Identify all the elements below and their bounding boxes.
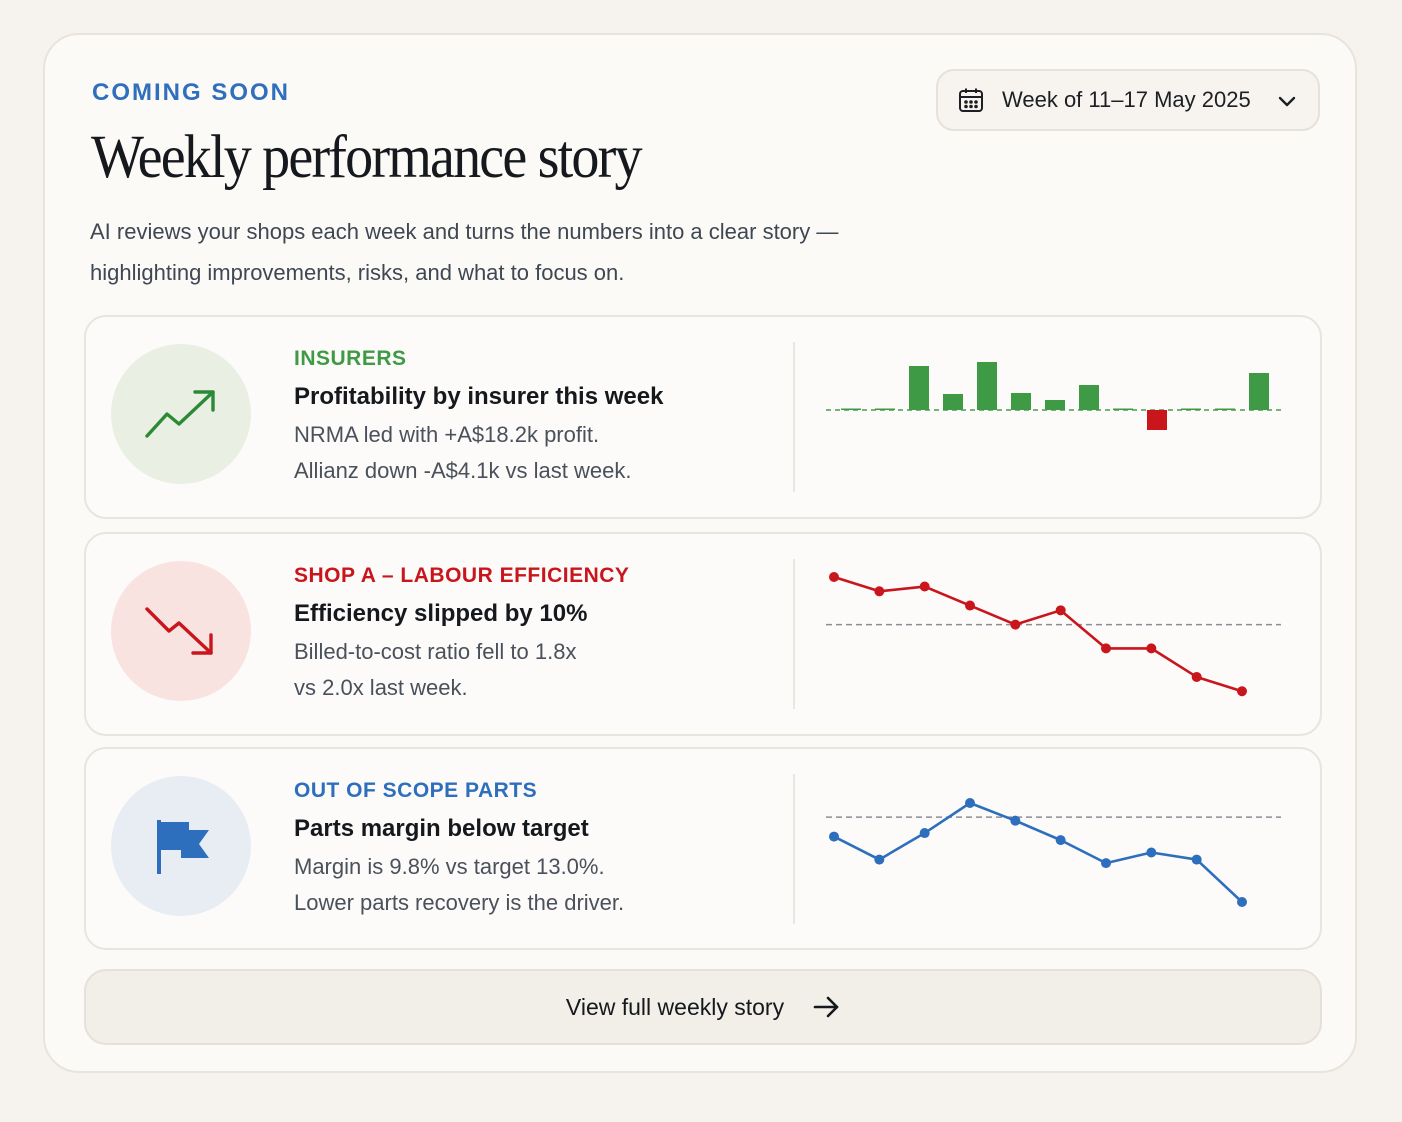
card-heading: Parts margin below target xyxy=(294,815,589,842)
labour-efficiency-line-chart xyxy=(826,572,1281,697)
trend-up-icon xyxy=(111,344,251,484)
view-full-story-button[interactable]: View full weekly story xyxy=(84,969,1322,1045)
card-detail-line: vs 2.0x last week. xyxy=(294,675,468,700)
data-point xyxy=(1191,671,1202,682)
page-description: AI reviews your shops each week and turn… xyxy=(90,219,839,285)
divider xyxy=(793,342,795,492)
data-point xyxy=(874,854,885,865)
data-point xyxy=(1010,619,1021,630)
series-line xyxy=(833,575,1243,693)
data-point xyxy=(1237,686,1247,697)
chart-bar xyxy=(1011,393,1031,410)
data-point xyxy=(965,600,975,611)
coming-soon-label: COMING SOON xyxy=(92,79,291,106)
divider xyxy=(793,559,795,709)
data-point xyxy=(1010,815,1021,826)
parts-margin-line-chart xyxy=(826,798,1281,907)
chart-bar xyxy=(1045,400,1065,410)
card-detail-line: Allianz down -A$4.1k vs last week. xyxy=(294,458,632,483)
data-point xyxy=(1055,835,1066,846)
chart-bar xyxy=(943,394,963,410)
data-point xyxy=(829,831,839,842)
weekly-story-card: COMING SOON Weekly performance story AI … xyxy=(43,33,1357,1073)
data-point xyxy=(1101,858,1111,869)
series-line xyxy=(833,801,1243,903)
chart-bar xyxy=(1147,410,1167,430)
insight-card-parts-margin[interactable]: OUT OF SCOPE PARTS Parts margin below ta… xyxy=(84,747,1322,950)
data-point xyxy=(965,798,975,808)
data-point xyxy=(874,586,885,597)
card-detail-line: Lower parts recovery is the driver. xyxy=(294,890,625,915)
arrow-right-icon xyxy=(812,993,840,1021)
data-point xyxy=(829,572,839,582)
data-point xyxy=(1237,897,1247,907)
data-point xyxy=(919,828,930,839)
card-heading: Profitability by insurer this week xyxy=(294,383,664,410)
insurer-profit-bar-chart xyxy=(826,362,1281,430)
data-point xyxy=(1146,643,1157,654)
chart-bar xyxy=(909,366,929,410)
chart-bar xyxy=(977,362,997,410)
chart-bar xyxy=(875,408,895,410)
chart-bar xyxy=(1113,408,1133,410)
page-title: Weekly performance story xyxy=(91,124,643,191)
week-selector[interactable]: Week of 11–17 May 2025 xyxy=(936,69,1320,131)
calendar-icon xyxy=(958,87,984,113)
chart-bar xyxy=(1215,408,1235,410)
divider xyxy=(793,774,795,924)
view-full-story-label: View full weekly story xyxy=(565,993,785,1020)
card-heading: Efficiency slipped by 10% xyxy=(294,600,588,627)
card-detail-line: Billed-to-cost ratio fell to 1.8x xyxy=(294,639,577,664)
week-selector-label: Week of 11–17 May 2025 xyxy=(1002,87,1251,112)
data-point xyxy=(919,581,930,592)
data-point xyxy=(1055,605,1066,616)
card-category-label: INSURERS xyxy=(294,347,407,370)
chart-bar xyxy=(841,408,861,410)
trend-down-icon xyxy=(111,561,251,701)
chart-bar xyxy=(1181,408,1201,410)
card-detail-line: NRMA led with +A$18.2k profit. xyxy=(294,422,600,447)
card-detail-line: Margin is 9.8% vs target 13.0%. xyxy=(294,854,605,879)
flag-icon xyxy=(111,776,251,916)
card-category-label: OUT OF SCOPE PARTS xyxy=(294,779,538,802)
chart-bar xyxy=(1249,373,1269,410)
card-category-label: SHOP A – LABOUR EFFICIENCY xyxy=(294,564,630,587)
data-point xyxy=(1146,847,1157,858)
data-point xyxy=(1191,854,1202,865)
insight-card-insurers[interactable]: INSURERS Profitability by insurer this w… xyxy=(84,315,1322,519)
data-point xyxy=(1101,643,1111,654)
insight-card-labour-efficiency[interactable]: SHOP A – LABOUR EFFICIENCY Efficiency sl… xyxy=(84,532,1322,736)
chevron-down-icon xyxy=(1276,90,1298,112)
chart-bar xyxy=(1079,385,1099,410)
